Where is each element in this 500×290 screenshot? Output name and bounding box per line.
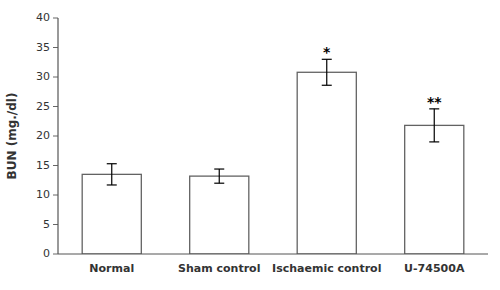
y-tick [53, 136, 58, 137]
y-tick [53, 165, 58, 166]
y-tick-label: 30 [36, 70, 50, 83]
y-axis-line [57, 18, 58, 254]
x-tick-label: Normal [89, 262, 134, 275]
y-tick [53, 224, 58, 225]
error-cap [214, 168, 224, 169]
error-line [326, 59, 327, 85]
y-tick-label: 40 [36, 11, 50, 24]
y-tick [53, 195, 58, 196]
y-axis: 0 5 10 15 20 25 30 35 40 [36, 11, 58, 260]
x-tick-label: U-74500A [404, 262, 465, 275]
y-tick-label: 10 [36, 188, 50, 201]
y-tick-label: 0 [43, 247, 50, 260]
error-line [434, 109, 435, 142]
error-line [111, 164, 112, 185]
x-axis-line [58, 253, 488, 254]
error-bar [107, 164, 117, 185]
error-cap [322, 85, 332, 86]
error-cap [429, 141, 439, 142]
y-tick [53, 77, 58, 78]
y-tick-label: 35 [36, 41, 50, 54]
error-line [219, 169, 220, 183]
y-tick-label: 25 [36, 100, 50, 113]
y-tick [53, 106, 58, 107]
bar [405, 125, 464, 254]
y-tick [53, 47, 58, 48]
y-tick [53, 254, 58, 255]
annotation: ** [427, 94, 442, 110]
x-tick-label: Ischaemic control [272, 262, 381, 275]
y-tick [53, 18, 58, 19]
error-cap [107, 184, 117, 185]
y-axis-label: BUN (mg./dl) [5, 93, 19, 180]
bar [82, 174, 141, 254]
x-tick-label: Sham control [178, 262, 260, 275]
y-tick-label: 20 [36, 129, 50, 142]
bars [82, 59, 464, 254]
error-cap [214, 183, 224, 184]
error-bar [322, 59, 332, 85]
y-tick-label: 15 [36, 159, 50, 172]
annotation: * [323, 44, 331, 60]
error-bar [429, 109, 439, 142]
bar [297, 72, 356, 254]
error-bar [214, 169, 224, 183]
error-cap [107, 163, 117, 164]
chart-container: 0 5 10 15 20 25 30 35 40 Normal Sham control Ischae… [0, 0, 500, 290]
bar [190, 176, 249, 254]
y-tick-label: 5 [43, 218, 50, 231]
chart: 0 5 10 15 20 25 30 35 40 Normal Sham control Ischae… [0, 0, 500, 290]
